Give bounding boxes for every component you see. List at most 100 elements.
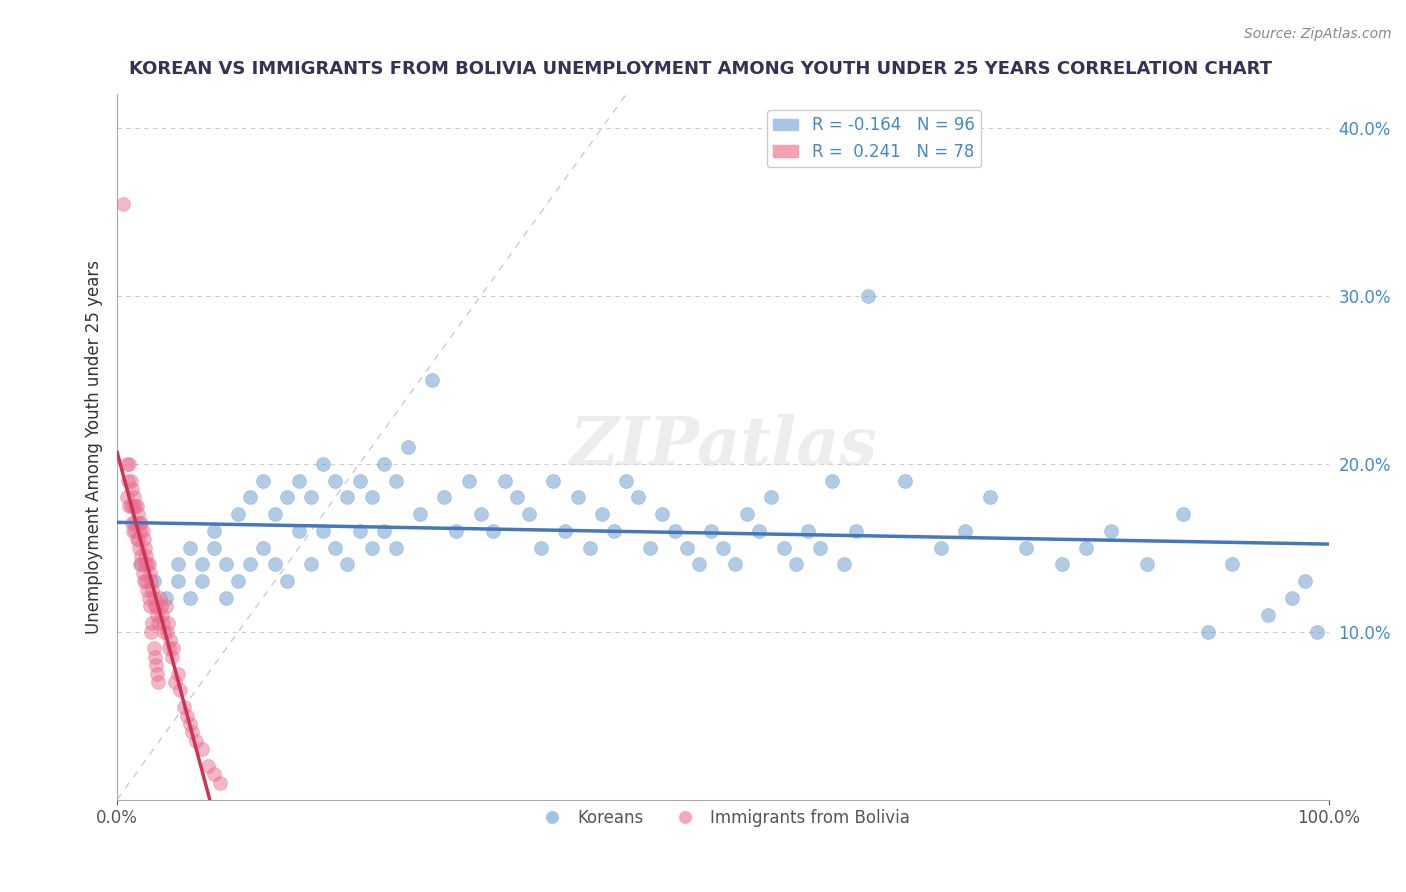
Point xyxy=(202,767,225,781)
Point xyxy=(409,507,432,521)
Legend: Koreans, Immigrants from Bolivia: Koreans, Immigrants from Bolivia xyxy=(529,802,917,833)
Point xyxy=(184,733,207,747)
Point xyxy=(141,616,163,631)
Point xyxy=(688,558,710,572)
Point xyxy=(494,474,516,488)
Point xyxy=(127,507,149,521)
Point xyxy=(385,474,408,488)
Point xyxy=(252,474,274,488)
Point xyxy=(323,474,346,488)
Point xyxy=(761,491,783,505)
Point xyxy=(263,558,285,572)
Point xyxy=(139,574,162,589)
Point xyxy=(1015,541,1038,555)
Point xyxy=(179,591,201,605)
Point xyxy=(166,558,188,572)
Point xyxy=(148,616,170,631)
Point xyxy=(785,558,807,572)
Point xyxy=(131,566,153,580)
Point xyxy=(124,499,146,513)
Point xyxy=(135,549,157,563)
Point xyxy=(125,533,148,547)
Point xyxy=(131,558,153,572)
Point xyxy=(797,524,820,538)
Point xyxy=(162,641,184,656)
Point xyxy=(239,491,262,505)
Point xyxy=(288,524,311,538)
Point xyxy=(1257,607,1279,622)
Point xyxy=(1173,507,1195,521)
Point xyxy=(191,574,214,589)
Point xyxy=(276,574,298,589)
Point xyxy=(1220,558,1243,572)
Point xyxy=(336,558,359,572)
Point xyxy=(239,558,262,572)
Point xyxy=(228,507,250,521)
Point xyxy=(112,196,135,211)
Point xyxy=(517,507,540,521)
Point xyxy=(312,457,335,471)
Point xyxy=(627,491,650,505)
Point xyxy=(156,624,179,639)
Point xyxy=(169,683,191,698)
Point xyxy=(139,624,162,639)
Point xyxy=(160,649,183,664)
Point xyxy=(1050,558,1073,572)
Point xyxy=(979,491,1001,505)
Point xyxy=(179,717,201,731)
Point xyxy=(165,675,187,690)
Point xyxy=(1076,541,1098,555)
Point xyxy=(675,541,697,555)
Point xyxy=(142,591,165,605)
Point xyxy=(640,541,662,555)
Point xyxy=(149,599,172,614)
Point xyxy=(360,541,382,555)
Point xyxy=(124,524,146,538)
Point xyxy=(312,524,335,538)
Point xyxy=(724,558,747,572)
Point xyxy=(336,491,359,505)
Point xyxy=(132,574,155,589)
Point xyxy=(179,541,201,555)
Point xyxy=(149,591,172,605)
Point xyxy=(349,474,371,488)
Point xyxy=(146,607,169,622)
Point xyxy=(127,533,149,547)
Point xyxy=(121,516,143,530)
Point xyxy=(748,524,770,538)
Point xyxy=(145,599,167,614)
Point xyxy=(202,541,225,555)
Point xyxy=(115,457,138,471)
Point xyxy=(215,591,238,605)
Point xyxy=(129,524,152,538)
Point xyxy=(215,558,238,572)
Point xyxy=(139,599,162,614)
Point xyxy=(288,474,311,488)
Point xyxy=(152,616,174,631)
Point xyxy=(157,641,180,656)
Point xyxy=(360,491,382,505)
Point xyxy=(578,541,600,555)
Point xyxy=(115,491,138,505)
Point xyxy=(191,742,214,756)
Point xyxy=(146,666,169,681)
Point xyxy=(143,649,166,664)
Point xyxy=(121,482,143,496)
Point xyxy=(122,499,145,513)
Point xyxy=(651,507,673,521)
Point xyxy=(173,700,195,714)
Y-axis label: Unemployment Among Youth under 25 years: Unemployment Among Youth under 25 years xyxy=(86,260,103,634)
Point xyxy=(134,541,156,555)
Point xyxy=(567,491,589,505)
Point xyxy=(125,499,148,513)
Point xyxy=(141,582,163,597)
Point xyxy=(396,440,419,454)
Point xyxy=(145,658,167,673)
Point xyxy=(166,666,188,681)
Point xyxy=(711,541,734,555)
Text: Source: ZipAtlas.com: Source: ZipAtlas.com xyxy=(1244,27,1392,41)
Point xyxy=(1305,624,1327,639)
Point xyxy=(591,507,613,521)
Point xyxy=(858,289,880,303)
Point xyxy=(1136,558,1159,572)
